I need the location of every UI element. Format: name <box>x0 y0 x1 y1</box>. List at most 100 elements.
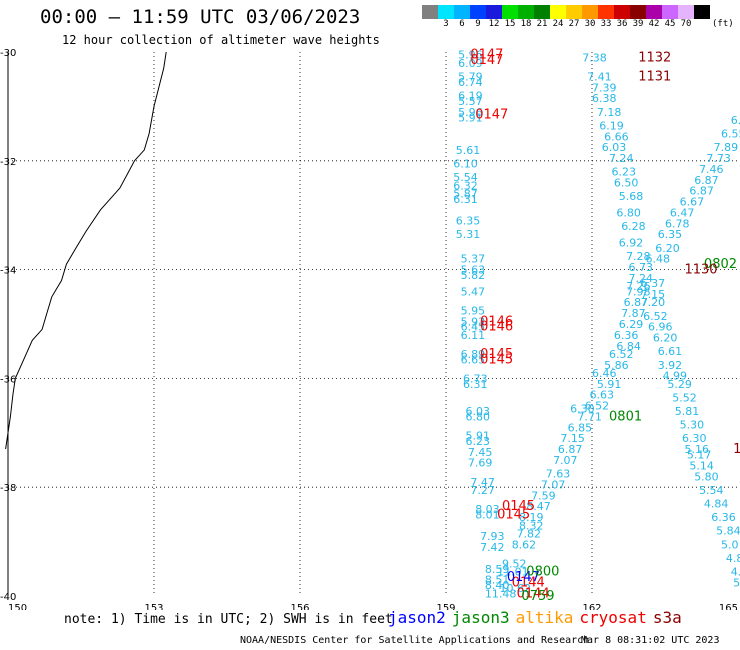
wave-height-value: 6.19 <box>599 119 624 132</box>
wave-height-value: 6.65 <box>461 353 486 366</box>
wave-height-value: 7.24 <box>629 272 654 285</box>
wave-height-value: 6.66 <box>604 130 629 143</box>
colorbar-swatch <box>662 5 678 19</box>
wave-height-value: 6.80 <box>616 206 641 219</box>
wave-height-value: 6.52 <box>585 400 610 413</box>
wave-height-value: 5.86 <box>604 359 629 372</box>
wave-height-value: 6. <box>731 114 740 127</box>
latitude-tick-label: -38 <box>0 483 16 494</box>
wave-height-value: 8.40 <box>485 579 510 592</box>
colorbar-swatch <box>438 5 454 19</box>
wave-height-value: 6.36 <box>711 511 736 524</box>
pass-time-label: 1131 <box>638 69 671 84</box>
wave-height-value: 5.0 <box>721 538 739 551</box>
wave-height-value: 6.29 <box>619 318 644 331</box>
wave-height-value: 5.54 <box>453 171 478 184</box>
footer-note: note: 1) Time is in UTC; 2) SWH is in fe… <box>64 612 393 627</box>
wave-height-value: 6.52 <box>643 310 668 323</box>
wave-height-value: 5.14 <box>689 459 714 472</box>
wave-height-value: 7.15 <box>560 432 585 445</box>
wave-height-value: 5.84 <box>716 525 740 538</box>
wave-height-value: 7.63 <box>546 468 571 481</box>
colorbar-tick-label: 24 <box>552 19 564 29</box>
wave-height-value: 7.42 <box>480 541 505 554</box>
wave-height-value: 7.38 <box>582 51 607 64</box>
wave-height-value: 6.23 <box>465 435 490 448</box>
colorbar-tick-label: 12 <box>488 19 500 29</box>
colorbar-swatch <box>614 5 630 19</box>
wave-height-colorbar <box>422 5 710 19</box>
longitude-tick-label: 150 <box>8 603 27 610</box>
wave-height-value: 6.87 <box>689 185 714 198</box>
wave-height-value: 6.30 <box>682 432 707 445</box>
wave-height-value: 6.84 <box>616 340 641 353</box>
wave-height-value: 5.81 <box>675 405 700 418</box>
wave-height-value: 8.19 <box>519 511 544 524</box>
wave-height-value: 7.41 <box>587 70 612 83</box>
satellite-cryosat: cryosat <box>579 608 647 627</box>
wave-height-value: 6.36 <box>614 329 639 342</box>
wave-height-value: 6.87 <box>694 174 719 187</box>
colorbar-swatch <box>534 5 550 19</box>
wave-height-value: 5.87 <box>453 187 478 200</box>
wave-height-value: 8.59 <box>485 563 510 576</box>
latitude-tick-label: -36 <box>0 374 16 385</box>
wave-height-value: 6.31 <box>453 193 478 206</box>
colorbar-tick-label: 39 <box>632 19 644 29</box>
wave-height-value: 7.93 <box>480 530 505 543</box>
wave-height-value: 6.52 <box>609 348 634 361</box>
wave-height-value: 7.59 <box>531 489 556 502</box>
wave-height-value: 6.50 <box>614 177 639 190</box>
wave-height-value: 4.8 <box>726 552 740 565</box>
colorbar-tick-label: 21 <box>536 19 548 29</box>
satellite-jason3: jason3 <box>451 608 510 627</box>
wave-height-value: 6.87 <box>558 443 583 456</box>
colorbar-tick-label: 18 <box>520 19 532 29</box>
wave-height-value: 7.73 <box>706 152 731 165</box>
wave-height-value: 6.92 <box>619 236 644 249</box>
wave-height-value: 6.55 <box>721 128 740 141</box>
wave-height-value: 6.96 <box>648 321 673 334</box>
colorbar-tick-label: 36 <box>616 19 628 29</box>
wave-height-value: 5.95 <box>461 304 486 317</box>
wave-height-value: 11.01 <box>497 566 528 579</box>
pass-time-label: 1130 <box>684 263 717 278</box>
wave-height-value: 5.93 <box>461 315 486 328</box>
altimeter-map: 150 153 156 159 162 165 -30 -32 -34 -36 -38 -40 5.96… <box>0 48 740 610</box>
wave-height-value: 6.89 <box>461 348 486 361</box>
wave-height-value: 5.57 <box>458 95 483 108</box>
wave-height-value: 6.35 <box>658 228 683 241</box>
wave-height-value: 7.27 <box>470 484 495 497</box>
wave-height-value: 10.62 <box>500 582 532 595</box>
wave-height-value: 5.47 <box>461 285 486 298</box>
wave-height-value: 6.09 <box>458 57 483 70</box>
wave-height-value: 6.74 <box>458 76 483 89</box>
pass-time-label: 0145 <box>480 352 513 367</box>
page-title: 00:00 – 11:59 UTC 03/06/2023 <box>40 6 361 28</box>
colorbar-swatch <box>646 5 662 19</box>
wave-height-value: 7.71 <box>577 410 602 423</box>
colorbar-swatch <box>566 5 582 19</box>
wave-height-value: 7.46 <box>699 163 724 176</box>
wave-height-value: 7.26 <box>626 280 651 293</box>
wave-height-value: 5.52 <box>672 391 697 404</box>
longitude-tick-label: 165 <box>719 603 738 610</box>
wave-height-value: 6.35 <box>456 215 481 228</box>
wave-height-value: 7.98 <box>626 285 651 298</box>
wave-height-value: 4.84 <box>704 498 729 511</box>
wave-height-value: 7.28 <box>626 250 651 263</box>
wave-height-value: 7.69 <box>468 457 493 470</box>
wave-height-value: 5.79 <box>458 70 483 83</box>
wave-height-value: 7.20 <box>641 296 666 309</box>
pass-time-label: 0145 <box>502 499 535 514</box>
colorbar-swatch <box>598 5 614 19</box>
wave-height-value: 7.47 <box>470 476 495 489</box>
wave-height-value: 5.37 <box>461 253 486 266</box>
pass-time-label: 1 <box>733 442 740 457</box>
wave-height-value: 7.89 <box>714 141 739 154</box>
satellite-altika: altika <box>515 608 574 627</box>
colorbar-tick-label: 27 <box>568 19 580 29</box>
wave-height-value: 5.17 <box>687 449 712 462</box>
pass-time-label: 1132 <box>638 50 671 65</box>
wave-height-value: 5.16 <box>684 443 709 456</box>
